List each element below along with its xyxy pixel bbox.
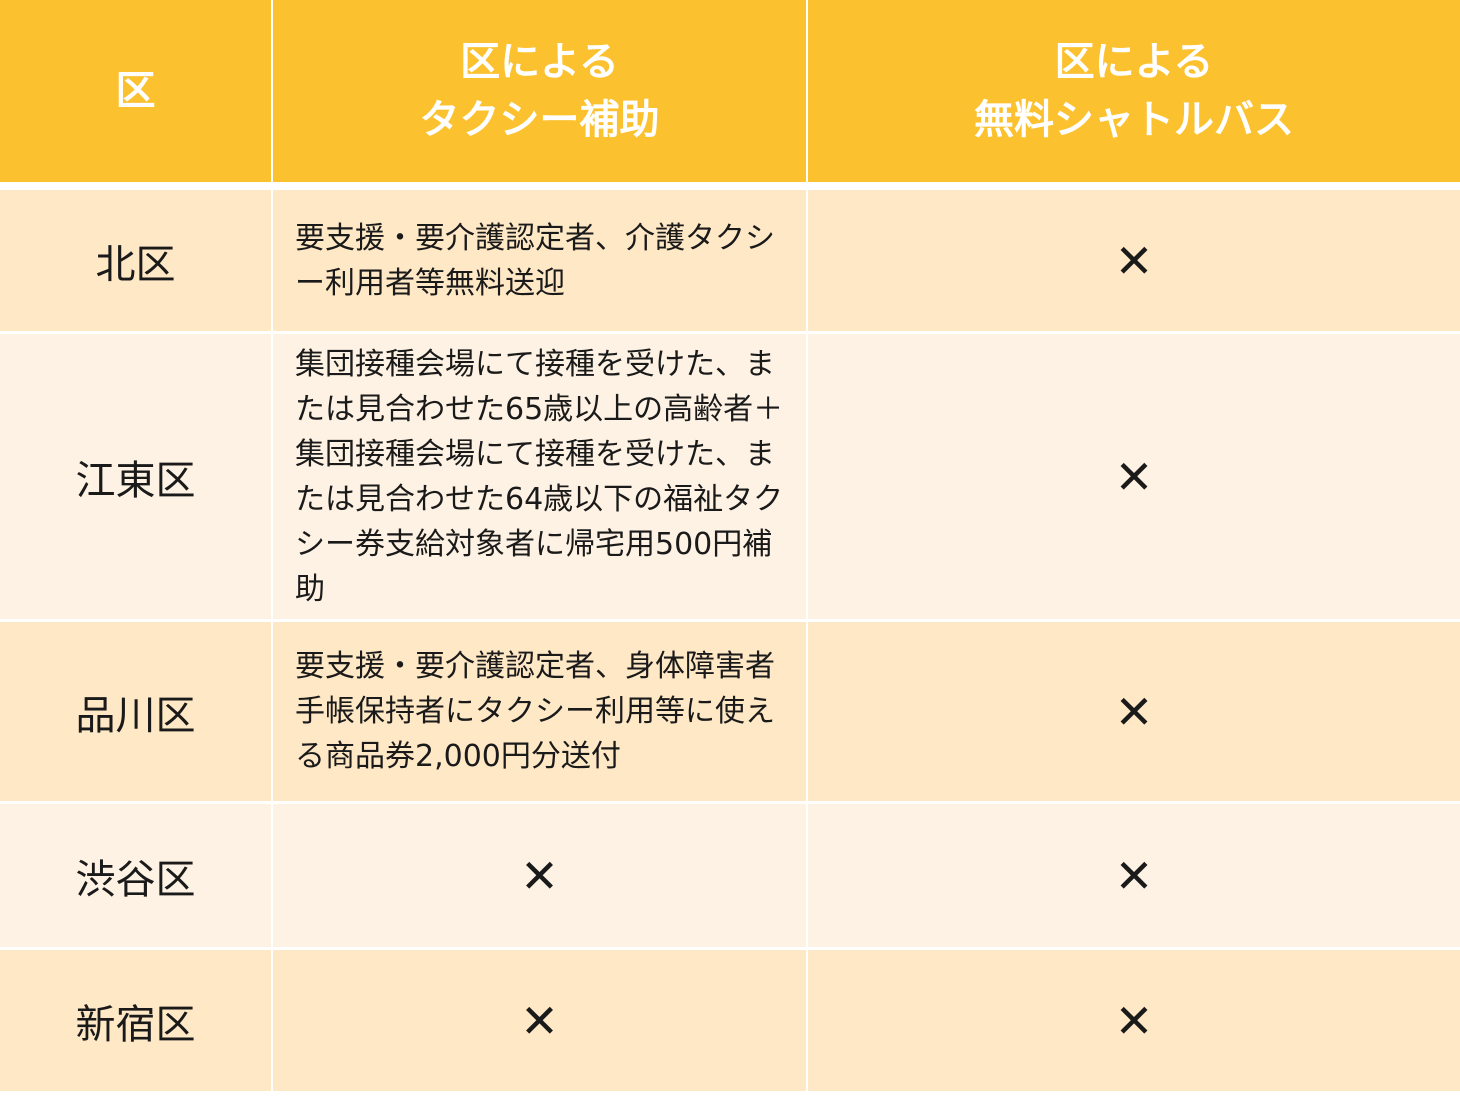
- ward-cell: 品川区: [0, 622, 271, 801]
- header-shuttle-bus: 区による 無料シャトルバス: [808, 0, 1460, 182]
- taxi-cell: 要支援・要介護認定者、介護タクシー利用者等無料送迎: [273, 190, 806, 331]
- ward-cell: 新宿区: [0, 950, 271, 1091]
- ward-cell: 渋谷区: [0, 804, 271, 947]
- header-taxi-subsidy: 区による タクシー補助: [273, 0, 806, 182]
- taxi-cross-icon: ✕: [273, 804, 806, 947]
- taxi-cell: 集団接種会場にて接種を受けた、または見合わせた65歳以上の高齢者＋集団接種会場に…: [273, 334, 806, 619]
- ward-cell: 北区: [0, 190, 271, 331]
- header-ward: 区: [0, 0, 271, 182]
- shuttle-cross-icon: ✕: [808, 190, 1460, 331]
- shuttle-cross-icon: ✕: [808, 950, 1460, 1091]
- taxi-cell: 要支援・要介護認定者、身体障害者手帳保持者にタクシー利用等に使える商品券2,00…: [273, 622, 806, 801]
- shuttle-cross-icon: ✕: [808, 804, 1460, 947]
- taxi-cross-icon: ✕: [273, 950, 806, 1091]
- shuttle-cross-icon: ✕: [808, 334, 1460, 619]
- ward-cell: 江東区: [0, 334, 271, 619]
- shuttle-cross-icon: ✕: [808, 622, 1460, 801]
